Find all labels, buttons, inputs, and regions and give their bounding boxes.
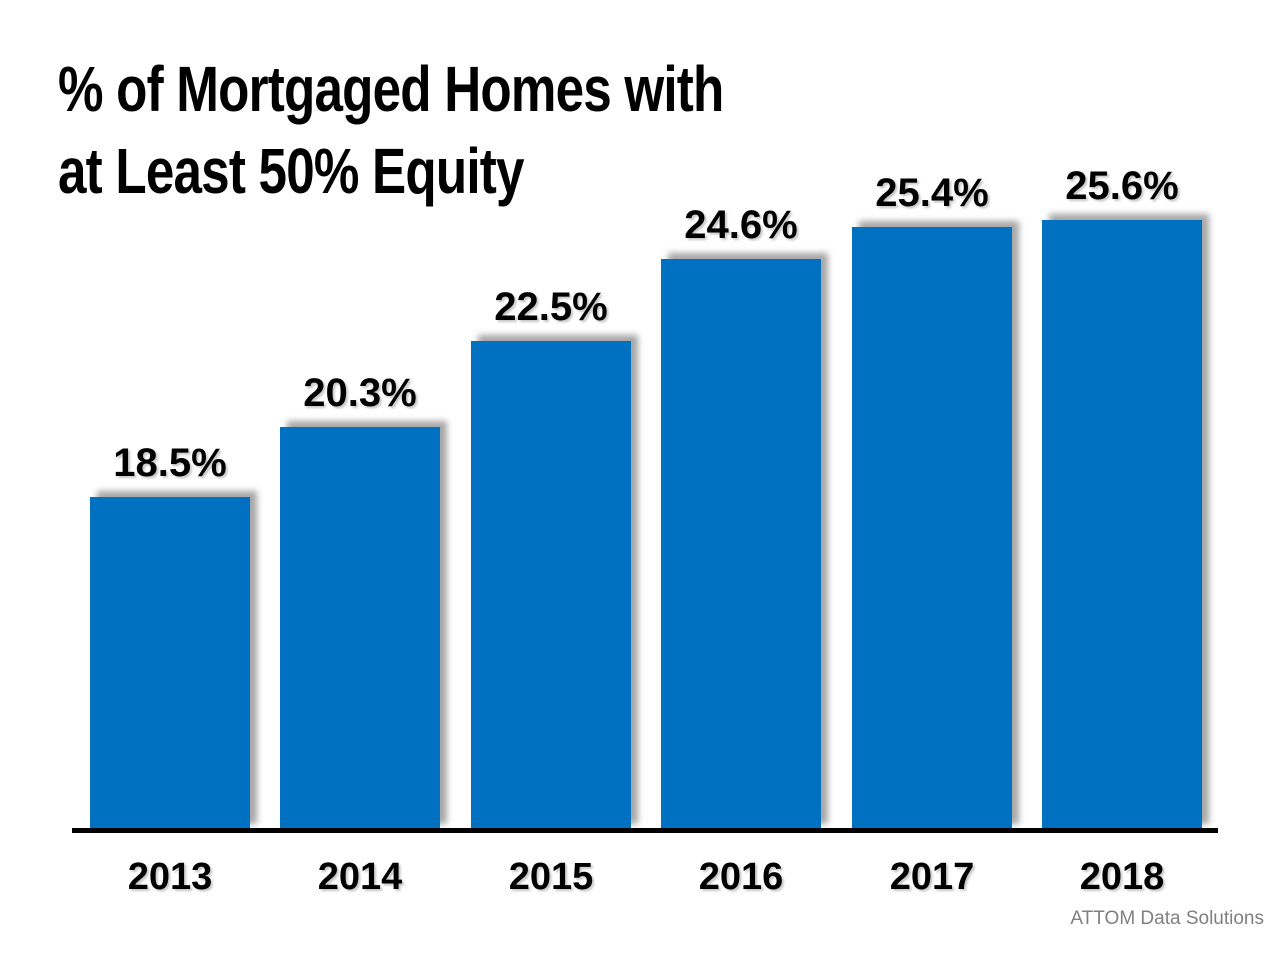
x-axis-line: [72, 828, 1218, 833]
chart-title-line2: at Least 50% Equity: [58, 135, 524, 207]
value-label-2018: 25.6%: [1065, 164, 1179, 208]
x-tick-2015: 2015: [508, 856, 594, 898]
value-label-2014: 20.3%: [303, 371, 417, 415]
x-tick-2016: 2016: [698, 856, 784, 898]
bar-2013: [90, 497, 250, 830]
value-label-2016: 24.6%: [684, 203, 798, 247]
chart-title-line1: % of Mortgaged Homes with: [58, 53, 724, 125]
bar-2015: [471, 341, 631, 830]
bar-2016: [661, 259, 821, 830]
value-label-2013: 18.5%: [113, 441, 227, 485]
bar-2014: [280, 427, 440, 830]
attribution-text: ATTOM Data Solutions: [1070, 908, 1264, 929]
bar-2017: [852, 227, 1012, 830]
value-label-2017: 25.4%: [875, 171, 989, 215]
x-tick-2014: 2014: [317, 856, 403, 898]
x-tick-2018: 2018: [1079, 856, 1165, 898]
x-tick-2013: 2013: [127, 856, 213, 898]
value-label-2015: 22.5%: [494, 285, 608, 329]
chart-title: % of Mortgaged Homes with at Least 50% E…: [58, 48, 724, 212]
x-tick-2017: 2017: [889, 856, 975, 898]
bar-2018: [1042, 220, 1202, 830]
